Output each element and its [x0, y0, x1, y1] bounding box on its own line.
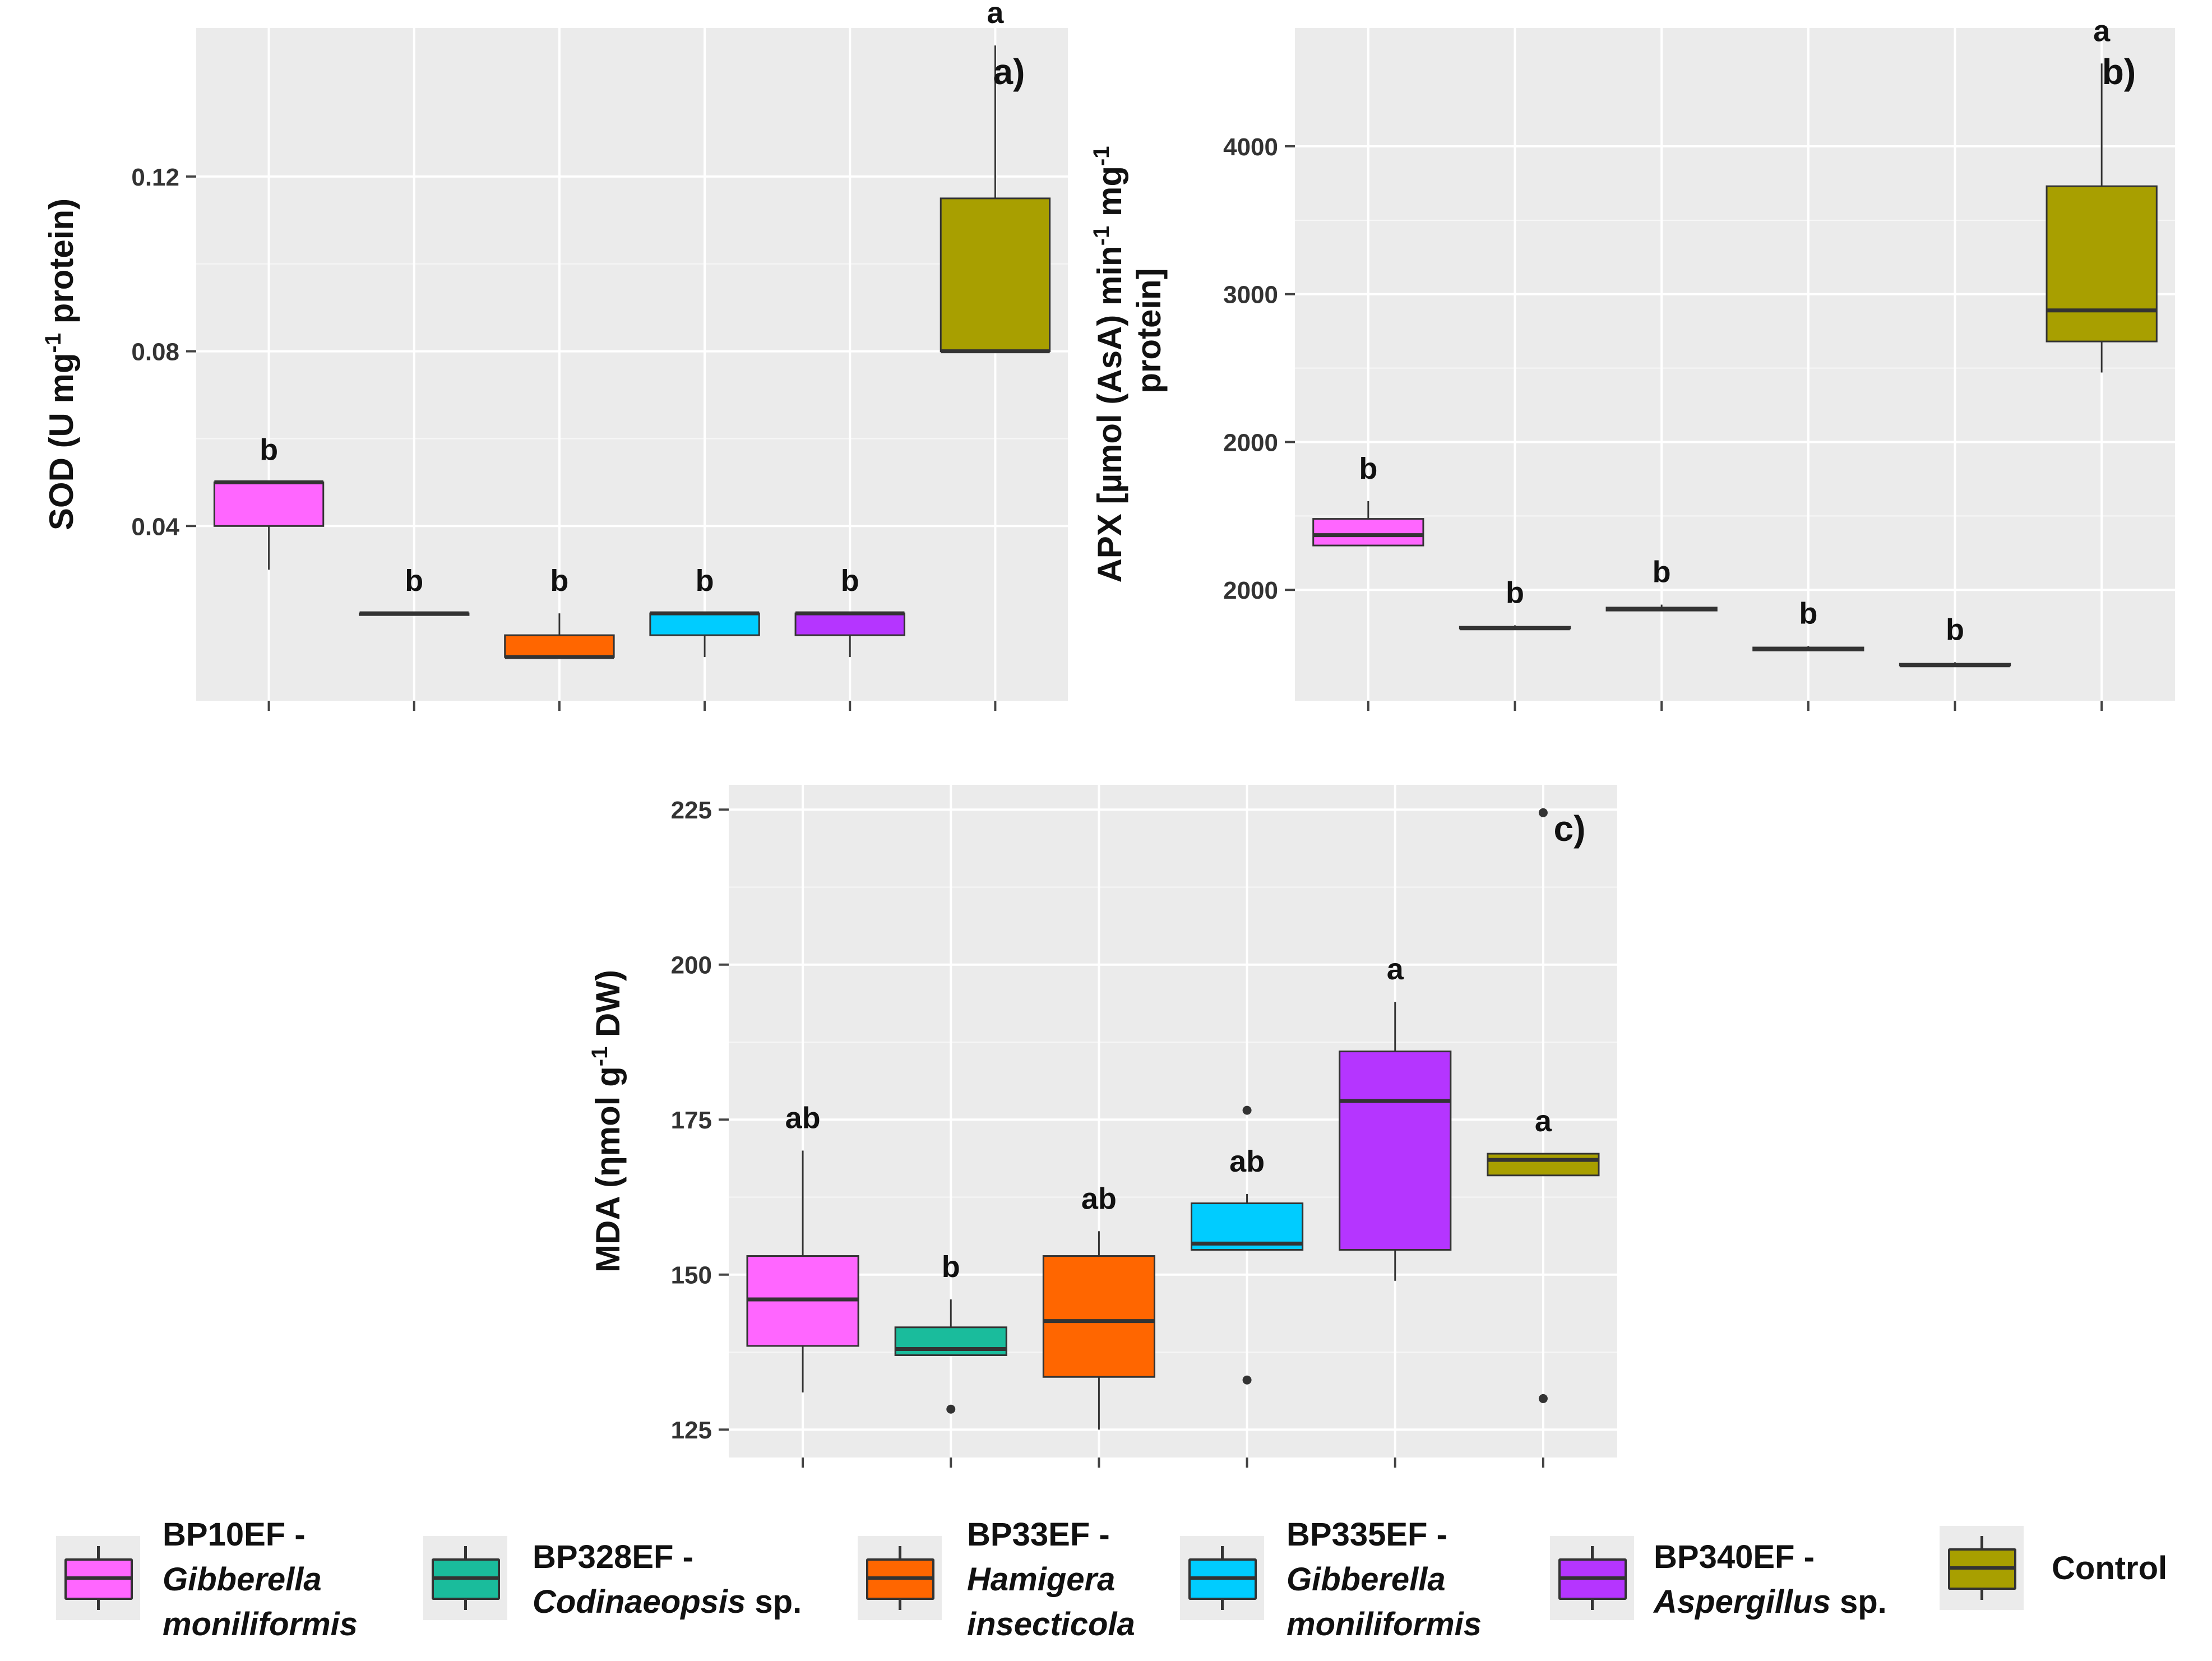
y-axis-label: MDA (ηmol g-1 DW) — [587, 970, 627, 1273]
significance-letter: b — [405, 564, 423, 598]
y-tick-label: 0.12 — [131, 164, 179, 191]
legend-species: moniliformis — [163, 1606, 358, 1643]
panel-label: a) — [993, 52, 1025, 92]
legend-code: BP33EF - — [967, 1516, 1110, 1553]
chart-panel-1: 0.04 0.08 0.12 b b b b b a a) SOD (U mg-1 protein) — [41, 0, 1068, 711]
panel-label: b) — [2102, 52, 2136, 92]
legend-species: Hamigera — [967, 1561, 1116, 1598]
significance-letter: ab — [785, 1102, 821, 1135]
legend-species: Gibberella — [1287, 1561, 1446, 1598]
legend-species: Codinaeopsis — [533, 1584, 746, 1620]
outlier-point — [1242, 1375, 1252, 1385]
significance-letter: b — [260, 433, 278, 466]
legend-key-bp33ef — [858, 1536, 942, 1620]
significance-letter: b — [1653, 556, 1671, 589]
y-axis-label-part: APX [µmol (AsA) min — [1091, 246, 1128, 582]
y-axis-label-part: MDA (ηmol g — [589, 1066, 627, 1273]
plot-background — [1295, 28, 2175, 701]
legend-key-control — [1940, 1526, 2024, 1610]
plot-background — [196, 28, 1068, 701]
significance-letter: b — [1946, 613, 1964, 646]
y-axis-label: SOD (U mg-1 protein) — [41, 198, 80, 530]
box-bp340ef — [1339, 1051, 1452, 1251]
y-axis-label-part: mg — [1091, 166, 1128, 226]
box-bp10ef — [213, 481, 325, 527]
significance-letter: b — [1359, 452, 1377, 485]
legend-code: BP340EF - — [1654, 1539, 1815, 1575]
legend-species: Gibberella — [163, 1561, 322, 1598]
legend-key-bp335ef — [1180, 1536, 1264, 1620]
outlier-point — [946, 1404, 956, 1414]
box-control — [1487, 1153, 1600, 1177]
y-axis-label-part: protein) — [43, 198, 80, 333]
significance-letter: a — [1387, 952, 1404, 986]
outlier-point — [1538, 1394, 1548, 1403]
panel-label: c) — [1554, 808, 1586, 849]
legend-species-suffix: sp. — [1830, 1584, 1887, 1620]
y-tick-label: 175 — [671, 1107, 712, 1134]
box-bp340ef — [794, 612, 905, 636]
box-bp10ef — [1312, 518, 1424, 547]
significance-letter: a — [2093, 14, 2111, 48]
significance-letter: a — [987, 0, 1004, 30]
legend-code: BP328EF - — [533, 1539, 693, 1575]
chart-panel-3: 125 150 175 200 225 ab b ab ab a a c) MDA (ηmol g-1 … — [587, 785, 1617, 1468]
significance-letter: b — [1799, 596, 1817, 630]
significance-letter: b — [696, 564, 714, 598]
y-tick-label: 2000 — [1223, 577, 1278, 604]
significance-letter: ab — [1229, 1145, 1265, 1178]
y-axis-label-sup: -1 — [41, 333, 66, 353]
box-control — [940, 197, 1051, 353]
plot-background — [729, 785, 1617, 1458]
significance-letter: ab — [1081, 1182, 1117, 1215]
outlier-point — [1242, 1105, 1252, 1115]
box-control — [2046, 185, 2158, 343]
significance-letter: a — [1535, 1104, 1552, 1138]
legend-species-suffix: sp. — [746, 1584, 802, 1620]
legend: BP10EF - Gibberella moniliformis BP328EF… — [0, 1514, 2212, 1661]
y-axis-label-sup: -1 — [587, 1047, 612, 1067]
legend-species: insecticola — [967, 1606, 1135, 1643]
legend-key-bp10ef — [56, 1536, 140, 1620]
legend-code: Control — [2052, 1550, 2168, 1586]
y-tick-label: 0.08 — [131, 339, 179, 366]
y-tick-label: 200 — [671, 952, 712, 979]
significance-letter: b — [550, 564, 568, 598]
significance-letter: b — [942, 1250, 960, 1284]
y-tick-label: 125 — [671, 1417, 712, 1444]
box-bp328ef — [894, 1326, 1007, 1357]
y-tick-label: 3000 — [1223, 281, 1278, 309]
y-tick-label: 0.04 — [131, 513, 179, 540]
y-tick-label: 225 — [671, 797, 712, 824]
outlier-point — [1538, 808, 1548, 817]
significance-letter: b — [1506, 576, 1524, 609]
box-bp335ef — [649, 612, 760, 636]
legend-code: BP335EF - — [1287, 1516, 1447, 1553]
y-tick-label: 2000 — [1223, 429, 1278, 456]
y-tick-label: 4000 — [1223, 133, 1278, 161]
y-axis-label-part: SOD (U mg — [43, 353, 80, 530]
chart-panel-2: 2000 2000 3000 4000 b b b b b a b) APX [µmol (AsA) … — [1089, 14, 2175, 711]
box-bp33ef — [1042, 1255, 1155, 1378]
y-axis-label-sup: -1 — [1089, 146, 1114, 166]
legend-key-bp328ef — [423, 1536, 507, 1620]
y-tick-label: 150 — [671, 1262, 712, 1289]
legend-key-bp340ef — [1550, 1536, 1634, 1620]
y-axis-label: APX [µmol (AsA) min-1 mg-1 — [1089, 146, 1128, 582]
y-axis-label-part: DW) — [589, 970, 627, 1047]
legend-species: Aspergillus — [1654, 1584, 1831, 1620]
legend-code: BP10EF - — [163, 1516, 306, 1553]
y-axis-label-sup: -1 — [1089, 226, 1114, 246]
legend-species: moniliformis — [1287, 1606, 1482, 1643]
y-axis-label-line2: protein] — [1130, 268, 1168, 393]
box-bp33ef — [504, 634, 615, 658]
significance-letter: b — [841, 564, 859, 598]
